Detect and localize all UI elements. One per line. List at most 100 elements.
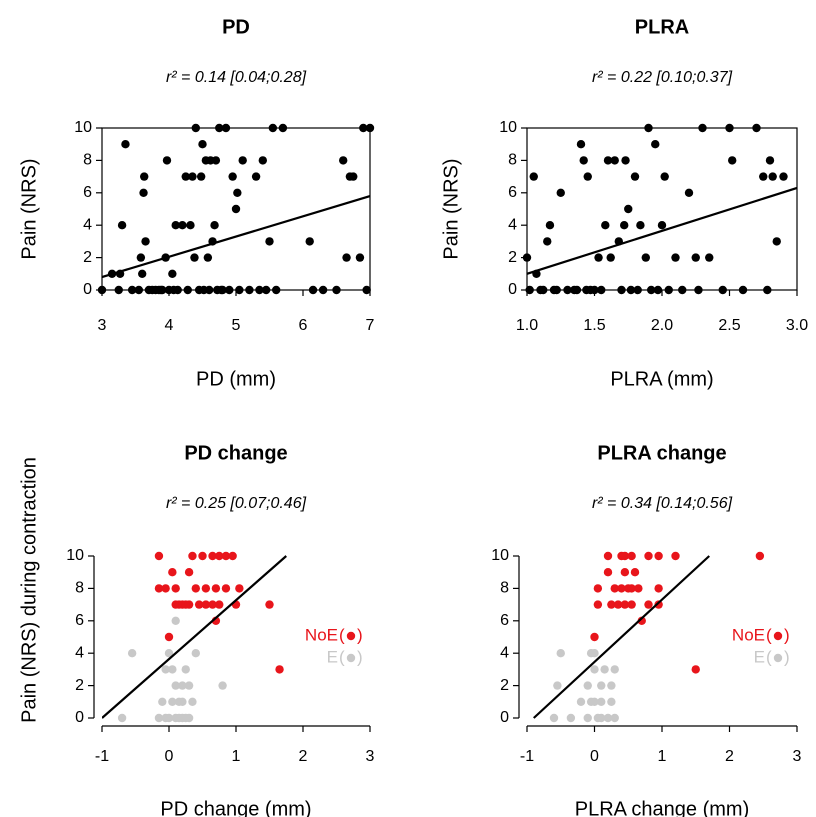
data-point (660, 172, 669, 181)
data-point (597, 285, 606, 295)
data-point (705, 253, 714, 262)
data-point (590, 665, 599, 674)
data-point (211, 584, 221, 593)
x-tick-label: 3 (793, 748, 802, 765)
data-point (644, 551, 653, 561)
data-point (651, 140, 660, 149)
data-point (208, 600, 217, 609)
data-point (607, 600, 616, 609)
data-point (765, 156, 775, 165)
data-point (597, 681, 606, 690)
chart-panel-plra: PLRA r² = 0.22 [0.10;0.37] 1.0 1.5 2.0 2.5 3.0… (440, 16, 808, 390)
data-point (191, 584, 200, 593)
data-point (359, 123, 368, 133)
data-point (549, 713, 559, 723)
data-point (617, 584, 626, 593)
data-point (593, 600, 603, 609)
data-point (188, 697, 197, 706)
y-tick-label: 6 (508, 184, 517, 201)
data-point (594, 253, 603, 262)
data-point (184, 568, 194, 577)
data-point (600, 665, 609, 674)
data-point (607, 697, 616, 706)
data-point (171, 681, 180, 690)
data-point (728, 156, 737, 165)
y-tick-label: 4 (83, 216, 92, 233)
data-point (644, 123, 653, 133)
data-point (620, 600, 630, 609)
x-tick-label: 1 (232, 748, 241, 765)
x-tick-label: -1 (95, 748, 109, 765)
data-point (221, 551, 231, 561)
y-tick-label: 10 (66, 547, 84, 564)
x-tick-label: 2.5 (718, 317, 740, 334)
data-point (342, 253, 351, 262)
legend-label: NoE (732, 625, 765, 644)
data-point (318, 285, 328, 295)
data-point (603, 551, 613, 561)
data-point (235, 584, 244, 593)
data-point (601, 221, 610, 230)
y-tick-label: 8 (500, 580, 509, 597)
data-point (597, 713, 606, 723)
data-point (664, 285, 673, 295)
data-point (141, 237, 150, 246)
data-point (725, 123, 734, 133)
data-point (181, 600, 190, 609)
data-point (563, 285, 572, 295)
data-point (617, 285, 626, 295)
data-point (671, 253, 680, 262)
data-point (626, 285, 636, 295)
x-tick-label: 2.0 (651, 317, 673, 334)
data-point (205, 285, 214, 295)
data-point (355, 253, 365, 262)
data-point (233, 188, 242, 197)
data-point (755, 551, 765, 561)
data-point (603, 713, 613, 723)
chart-title: PD change (184, 442, 287, 464)
data-point (627, 600, 636, 609)
data-point (245, 285, 254, 295)
data-point (752, 123, 761, 133)
data-point (218, 285, 227, 295)
legend-marker (773, 653, 783, 663)
data-point (620, 551, 630, 561)
data-point (620, 568, 630, 577)
data-point (610, 584, 619, 593)
data-point (181, 172, 190, 181)
data-point (566, 713, 576, 723)
data-point (772, 237, 781, 246)
data-point (158, 285, 167, 295)
x-tick-label: 1.5 (583, 317, 605, 334)
data-point (671, 551, 680, 561)
chart-subtitle: r² = 0.25 [0.07;0.46] (166, 495, 307, 512)
data-point (168, 665, 177, 674)
data-point (576, 697, 586, 706)
data-point (603, 156, 613, 165)
y-tick-label: 6 (75, 612, 84, 629)
data-point (215, 600, 224, 609)
data-point (332, 285, 341, 295)
data-point (654, 600, 663, 609)
data-point (258, 156, 267, 165)
data-point (630, 568, 640, 577)
data-point (556, 188, 565, 197)
data-point (171, 221, 180, 230)
data-point (228, 551, 237, 561)
data-point (684, 188, 694, 197)
chart-subtitle: r² = 0.14 [0.04;0.28] (166, 69, 307, 86)
data-point (186, 221, 195, 230)
regression-line (102, 194, 370, 279)
data-point (168, 269, 177, 278)
data-point (171, 713, 180, 723)
data-point (218, 681, 227, 690)
data-point (117, 221, 127, 230)
chart-panel-pd: PD r² = 0.14 [0.04;0.28] 3 4 5 6 7 0 2 4 6 8 10 PD (m… (18, 16, 374, 390)
data-point (636, 221, 645, 230)
data-point (173, 285, 182, 295)
regression-line (102, 555, 287, 719)
data-point (691, 253, 700, 262)
data-point (164, 713, 174, 723)
data-point (183, 285, 192, 295)
